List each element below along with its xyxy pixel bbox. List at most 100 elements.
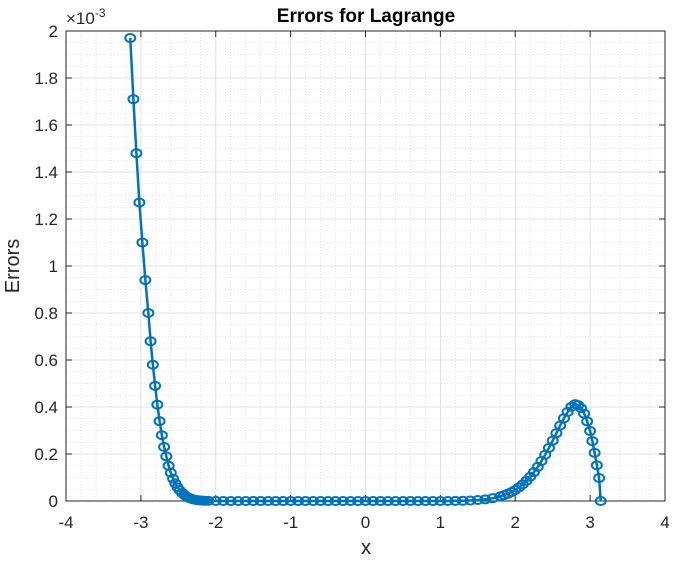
data-point-marker — [217, 495, 230, 506]
y-tick-label: 1.2 — [34, 210, 58, 229]
data-point-marker — [588, 447, 601, 458]
data-point-marker — [352, 496, 365, 506]
data-point-marker — [136, 237, 149, 248]
data-point-marker — [299, 496, 312, 506]
data-point-marker — [209, 495, 222, 506]
data-point-marker — [426, 496, 439, 506]
x-tick-label: 3 — [585, 513, 594, 532]
data-point-marker — [381, 496, 394, 506]
data-point-marker — [202, 495, 215, 506]
data-point-marker — [322, 496, 335, 506]
data-point-marker — [593, 472, 606, 483]
data-point-marker — [404, 496, 417, 506]
data-point-marker — [594, 496, 607, 506]
y-exponent-power: -3 — [95, 6, 106, 20]
y-tick-label: 2 — [49, 22, 58, 41]
data-point-marker — [581, 416, 594, 427]
data-point-marker — [254, 495, 267, 506]
x-tick-label: -1 — [283, 513, 298, 532]
series-layer — [124, 33, 607, 506]
data-point-marker — [151, 399, 164, 410]
data-point-marker — [239, 495, 252, 506]
grid — [65, 30, 666, 502]
y-axis-label: Errors — [2, 239, 24, 293]
data-point-marker — [153, 416, 166, 427]
data-point-marker — [337, 496, 350, 506]
data-point-marker — [124, 33, 137, 44]
x-tick-label: 0 — [361, 513, 370, 532]
x-tick-label: 1 — [436, 513, 445, 532]
data-point-marker — [471, 495, 484, 506]
data-point-marker — [329, 496, 342, 506]
data-point-marker — [277, 496, 290, 506]
data-point-marker — [292, 496, 305, 506]
data-point-marker — [527, 467, 540, 478]
chart-title: Errors for Lagrange — [277, 6, 455, 27]
y-tick-label: 0 — [49, 492, 58, 511]
data-point-marker — [575, 403, 588, 414]
data-point-marker — [586, 436, 599, 447]
x-tick-label: -3 — [133, 513, 148, 532]
data-point-marker — [269, 496, 282, 506]
data-point-marker — [149, 380, 162, 391]
data-point-marker — [396, 496, 409, 506]
data-point-marker — [167, 473, 180, 484]
y-tick-label: 0.4 — [34, 398, 58, 417]
data-point-marker — [146, 359, 159, 370]
data-point-marker — [464, 495, 477, 506]
data-point-marker — [374, 496, 387, 506]
data-point-marker — [284, 496, 297, 506]
svg-text:×10-3: ×10-3 — [66, 6, 106, 28]
data-point-marker — [133, 197, 146, 208]
data-point-marker — [224, 495, 237, 506]
x-axis-ticks: -4 -3 -2 -1 0 1 2 3 4 — [58, 31, 670, 532]
y-exponent-label: ×10-3 — [66, 6, 106, 28]
data-point-marker — [232, 495, 245, 506]
data-point-marker — [486, 493, 499, 504]
y-tick-label: 0.2 — [34, 445, 58, 464]
data-point-marker — [366, 496, 379, 506]
data-point-marker — [344, 496, 357, 506]
data-point-marker — [314, 496, 327, 506]
data-point-marker — [359, 496, 372, 506]
y-axis-ticks: 0 0.2 0.4 0.6 0.8 1 1.2 1.4 1.6 1.8 2 — [34, 22, 665, 511]
data-point-marker — [144, 336, 157, 347]
x-tick-label: 2 — [511, 513, 520, 532]
data-point-marker — [262, 496, 275, 506]
x-tick-label: -2 — [208, 513, 223, 532]
y-exponent-base: ×10 — [66, 9, 95, 28]
x-tick-label: -4 — [58, 513, 73, 532]
x-axis-label: x — [361, 537, 371, 559]
data-point-marker — [449, 495, 462, 506]
y-tick-label: 0.6 — [34, 351, 58, 370]
data-point-marker — [590, 460, 603, 471]
y-tick-label: 1.8 — [34, 69, 58, 88]
data-point-marker — [307, 496, 320, 506]
data-point-marker — [158, 441, 171, 452]
x-tick-label: 4 — [660, 513, 669, 532]
y-tick-label: 1.4 — [34, 163, 58, 182]
data-point-marker — [441, 495, 454, 506]
y-tick-label: 0.8 — [34, 304, 58, 323]
data-point-marker — [160, 451, 173, 462]
data-point-marker — [139, 275, 152, 286]
series-line — [129, 37, 602, 503]
data-point-marker — [561, 406, 574, 417]
data-point-marker — [142, 308, 155, 318]
y-tick-label: 1 — [49, 257, 58, 276]
data-point-marker — [434, 496, 447, 506]
data-point-marker — [456, 495, 469, 506]
data-point-marker — [411, 496, 424, 506]
data-point-marker — [164, 467, 177, 478]
data-point-marker — [419, 496, 432, 506]
y-tick-label: 1.6 — [34, 116, 58, 135]
data-point-marker — [127, 94, 140, 105]
data-point-marker — [155, 430, 168, 441]
data-point-marker — [130, 148, 143, 159]
data-point-marker — [247, 495, 260, 506]
data-point-marker — [389, 496, 402, 506]
data-point-marker — [584, 425, 597, 436]
data-point-marker — [479, 494, 492, 505]
